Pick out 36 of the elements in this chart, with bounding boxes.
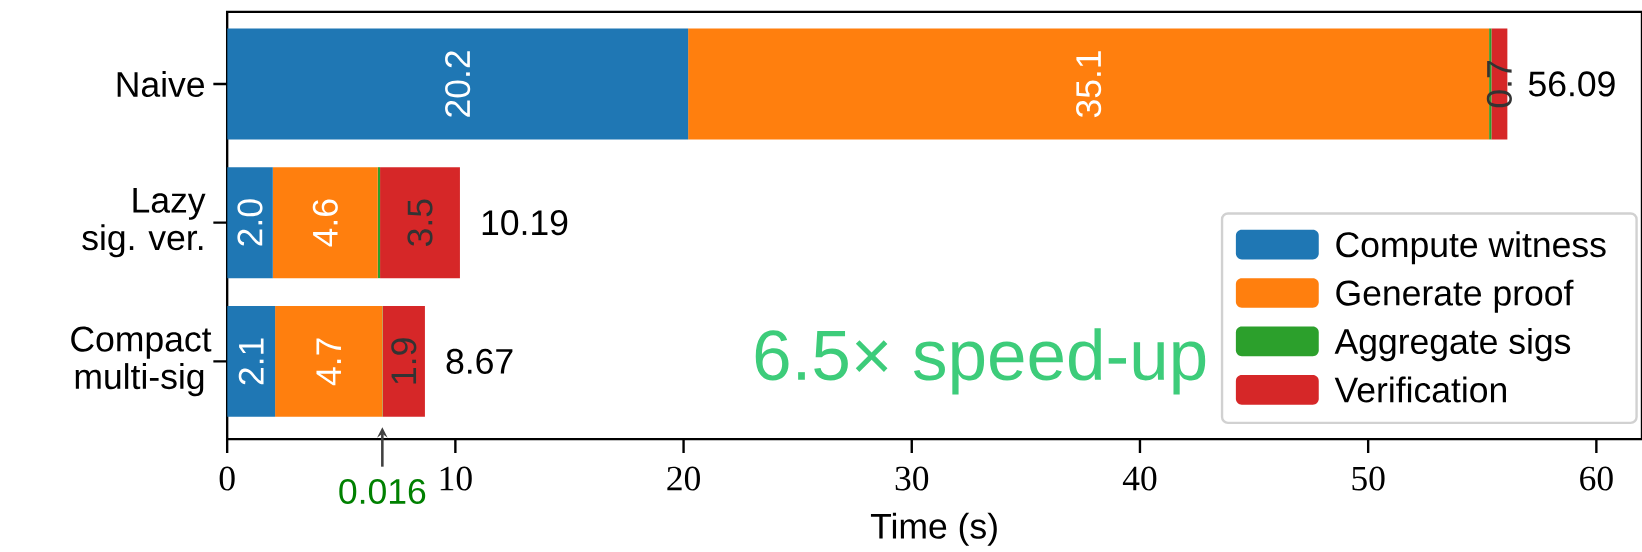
bar [275, 306, 383, 418]
x-tick-label: 50 [1352, 466, 1385, 491]
x-tick-label: 20 [667, 466, 700, 491]
data-label: 2.0 [237, 199, 263, 246]
bar [227, 167, 273, 279]
data-label: 4.6 [312, 199, 338, 247]
data-label: 4.7 [316, 338, 341, 386]
annotation: 6.5× speed-up [755, 328, 1206, 395]
total-label: 10.19 [482, 210, 568, 236]
bar [227, 28, 689, 140]
y-tick-label: Compact multi-sig [71, 326, 212, 397]
bar [227, 306, 276, 418]
legend-label: Verification [1334, 376, 1506, 403]
x-tick-label: 60 [1580, 466, 1613, 491]
x-tick-label: 40 [1122, 466, 1157, 491]
data-label: 20.2 [445, 51, 471, 117]
bar [382, 306, 425, 418]
annotation: 0.016 [339, 479, 426, 505]
data-label: 2.1 [238, 338, 264, 385]
y-tick-label: Naive [117, 71, 204, 98]
total-label: 8.67 [446, 349, 513, 375]
x-tick-label: 0 [219, 466, 235, 491]
bar [272, 167, 378, 279]
legend-label: Compute witness [1336, 231, 1606, 265]
x-tick-label: 10 [440, 466, 472, 491]
data-label: 3.5 [407, 199, 433, 247]
y-tick-label: Lazy sig. ver. [82, 188, 206, 258]
legend-label: Generate proof [1336, 279, 1574, 313]
data-label: 1.9 [391, 338, 417, 384]
bar [380, 167, 460, 279]
x-axis-title: Time (s) [870, 512, 997, 547]
x-tick-label: 30 [895, 466, 929, 491]
legend-label: Aggregate sigs [1334, 328, 1571, 362]
total-label: 56.09 [1528, 71, 1615, 97]
data-label: 0.7 [1486, 61, 1512, 108]
data-label: 35.1 [1076, 51, 1102, 118]
